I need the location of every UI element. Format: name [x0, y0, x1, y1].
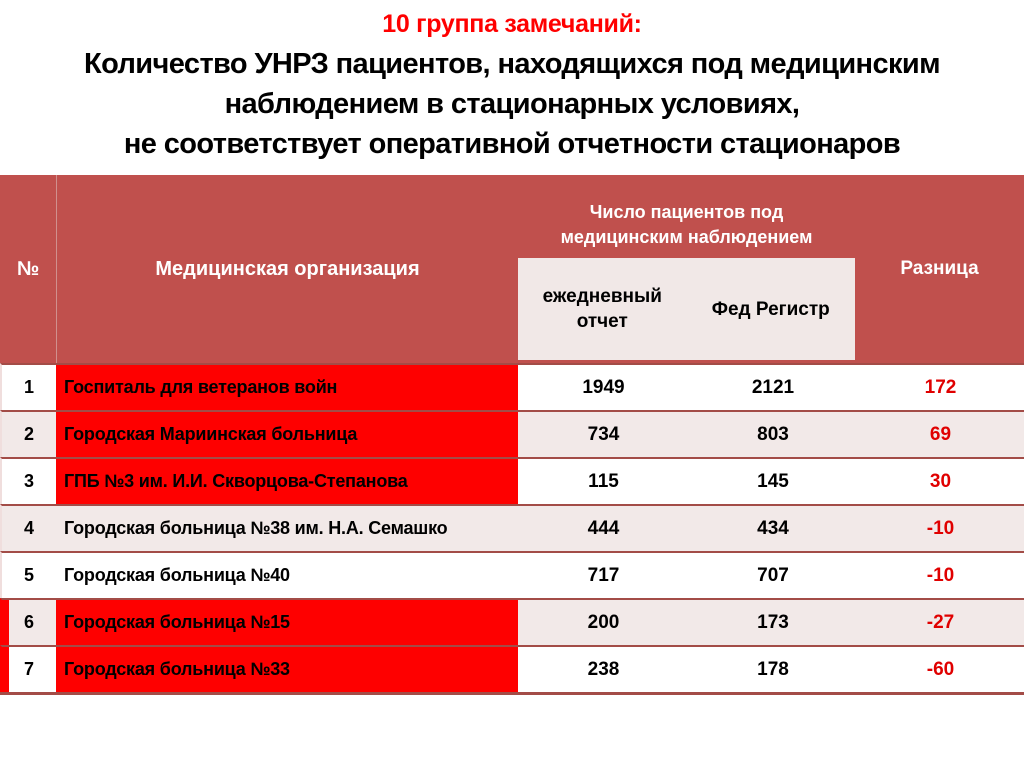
row-organization: Городская Мариинская больница — [56, 412, 518, 457]
row-daily-report-value: 200 — [587, 611, 620, 633]
header-row-number: № — [0, 175, 57, 363]
row-difference-value: -10 — [926, 564, 955, 586]
hospitals-table: № Медицинская организация Число пациенто… — [0, 175, 1024, 695]
row-difference-value: 172 — [924, 376, 957, 398]
row-number: 1 — [23, 377, 34, 397]
row-organization: Городская больница №33 — [56, 647, 518, 692]
row-daily-report-value: 1949 — [582, 376, 625, 398]
row-organization: Госпиталь для ветеранов войн — [56, 365, 518, 410]
row-fed-register-value: 178 — [757, 658, 789, 680]
row-difference-value: 69 — [929, 423, 952, 445]
table-row: 1 Госпиталь для ветеранов войн 1949 2121… — [0, 363, 1024, 410]
table-row: 3 ГПБ №3 им. И.И. Скворцова-Степанова 11… — [0, 457, 1024, 504]
row-highlight-marker — [2, 600, 9, 645]
row-fed-register-value: 2121 — [751, 376, 795, 398]
slide-title-block: 10 группа замечаний: Количество УНРЗ пац… — [0, 4, 1024, 164]
header-subcolumns-box: ежедневный отчет Фед Регистр — [518, 258, 855, 360]
row-number: 5 — [23, 565, 34, 585]
row-daily-report-value: 444 — [587, 517, 620, 539]
row-fed-register-value: 707 — [757, 564, 789, 586]
row-number: 2 — [23, 424, 34, 444]
title-heading: 10 группа замечаний: — [382, 10, 642, 38]
row-daily-report-value: 717 — [587, 564, 620, 586]
row-number: 7 — [23, 659, 34, 679]
row-difference-value: -27 — [926, 611, 955, 633]
row-highlight-marker — [2, 647, 9, 692]
title-line-3: не соответствует оперативной отчетности … — [123, 128, 901, 160]
row-number: 3 — [23, 471, 34, 491]
table-row: 4 Городская больница №38 им. Н.А. Семашк… — [0, 504, 1024, 551]
row-number: 6 — [23, 612, 34, 632]
header-fed-register: Фед Регистр — [711, 298, 830, 320]
title-line-1: Количество УНРЗ пациентов, находящихся п… — [83, 48, 941, 80]
row-difference-value: -10 — [926, 517, 955, 539]
row-fed-register-value: 434 — [757, 517, 789, 539]
row-difference-value: -60 — [926, 658, 955, 680]
table-row: 7 Городская больница №33 238 178 -60 — [0, 645, 1024, 692]
row-fed-register-value: 803 — [757, 423, 789, 445]
row-organization: Городская больница №38 им. Н.А. Семашко — [64, 518, 448, 538]
row-number: 4 — [23, 518, 34, 538]
row-fed-register-value: 145 — [757, 470, 789, 492]
row-daily-report-value: 734 — [587, 423, 620, 445]
table-row: 2 Городская Мариинская больница 734 803 … — [0, 410, 1024, 457]
header-difference: Разница — [900, 258, 979, 279]
row-organization: Городская больница №40 — [64, 565, 290, 585]
row-difference-value: 30 — [929, 470, 952, 492]
table-row: 6 Городская больница №15 200 173 -27 — [0, 598, 1024, 645]
header-patients-group: Число пациентов под медицинским наблюден… — [560, 202, 813, 247]
row-daily-report-value: 115 — [588, 470, 619, 492]
header-daily-report: ежедневный отчет — [542, 286, 662, 332]
row-organization: ГПБ №3 им. И.И. Скворцова-Степанова — [56, 459, 518, 504]
row-fed-register-value: 173 — [757, 611, 789, 633]
header-organization: Медицинская организация — [155, 257, 420, 280]
row-organization: Городская больница №15 — [56, 600, 518, 645]
title-line-2: наблюдением в стационарных условиях, — [224, 88, 800, 120]
table-header: № Медицинская организация Число пациенто… — [0, 175, 1024, 363]
table-body: 1 Госпиталь для ветеранов войн 1949 2121… — [0, 363, 1024, 695]
row-daily-report-value: 238 — [587, 658, 620, 680]
table-row: 5 Городская больница №40 717 707 -10 — [0, 551, 1024, 598]
